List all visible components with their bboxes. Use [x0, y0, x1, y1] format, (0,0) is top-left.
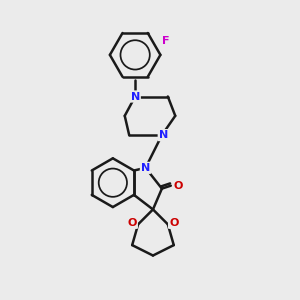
Text: O: O	[128, 218, 137, 228]
Text: N: N	[130, 92, 140, 101]
Text: O: O	[169, 218, 178, 228]
Text: N: N	[141, 163, 150, 173]
Text: O: O	[173, 181, 183, 191]
Text: N: N	[159, 130, 168, 140]
Text: F: F	[162, 36, 169, 46]
